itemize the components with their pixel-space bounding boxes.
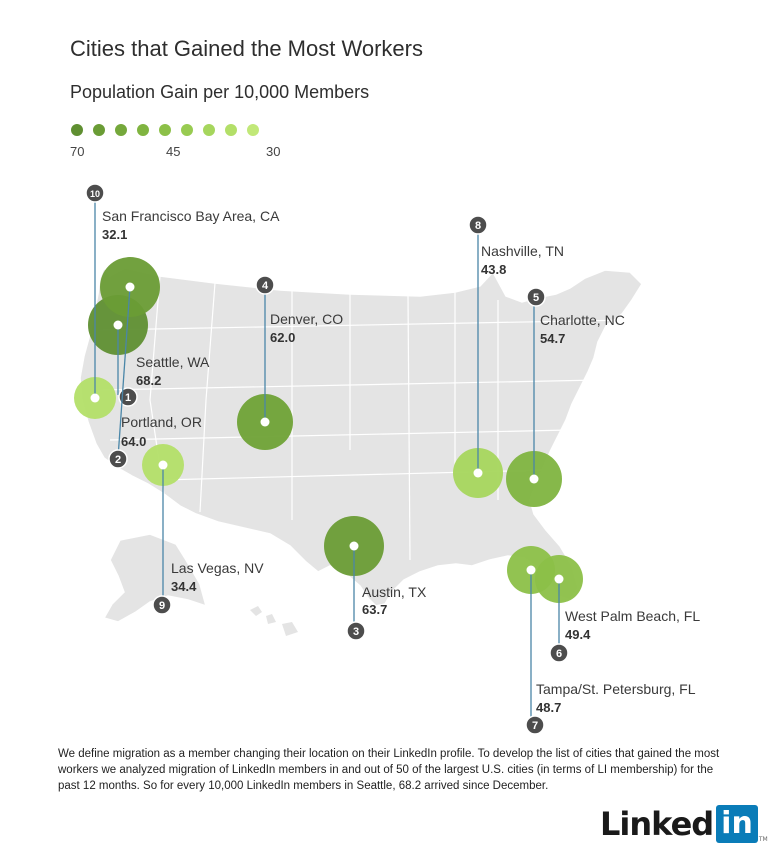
- rank-badge: [346, 621, 366, 641]
- city-center-dot: [526, 565, 536, 575]
- city-name-label: Tampa/St. Petersburg, FL: [536, 681, 696, 697]
- city-name-label: Austin, TX: [362, 584, 427, 600]
- city-center-dot: [125, 282, 135, 292]
- logo-wordmark: Linked: [600, 805, 714, 843]
- rank-badge-number: 7: [532, 720, 538, 732]
- city-marker: 4: [237, 275, 293, 450]
- alaska: [102, 533, 208, 623]
- us-landmass: [79, 266, 643, 636]
- rank-badge: [525, 715, 545, 735]
- city-name-label: Las Vegas, NV: [171, 560, 264, 576]
- legend-scale: [71, 124, 259, 136]
- rank-badge-number: 1: [125, 392, 131, 404]
- rank-badge-number: 4: [262, 280, 269, 292]
- legend-dot: [71, 124, 83, 136]
- rank-badge: [549, 643, 569, 663]
- city-value-label: 63.7: [362, 602, 388, 617]
- city-marker: 7: [507, 546, 555, 735]
- legend-dot: [225, 124, 237, 136]
- city-value-label: 54.7: [540, 331, 566, 346]
- city-marker: 9: [142, 444, 184, 615]
- city-value-label: 62.0: [270, 330, 296, 345]
- legend-dot: [203, 124, 215, 136]
- page-title: Cities that Gained the Most Workers: [70, 36, 423, 61]
- legend-dot: [159, 124, 171, 136]
- city-name-label: San Francisco Bay Area, CA: [102, 208, 280, 224]
- leader-line: [117, 286, 131, 459]
- city-marker: 2: [100, 257, 160, 469]
- hawaii: [250, 606, 298, 636]
- us-map: 1 2 3 4 5 6 7 8 9 10: [74, 183, 643, 735]
- rank-badge-number: 10: [90, 189, 100, 199]
- legend-label-low: 30: [266, 144, 281, 159]
- city-value-label: 48.7: [536, 700, 562, 715]
- legend-label-high: 70: [70, 144, 85, 159]
- linkedin-logo: Linked in TM: [600, 805, 768, 843]
- city-name-label: Charlotte, NC: [540, 312, 625, 328]
- city-center-dot: [473, 468, 483, 478]
- rank-badge: [108, 449, 128, 469]
- rank-badge: [85, 183, 105, 203]
- city-marker: 3: [324, 516, 384, 641]
- legend-dot: [181, 124, 193, 136]
- city-value-label: 43.8: [481, 262, 507, 277]
- city-center-dot: [113, 320, 123, 330]
- logo-in-box: in: [716, 805, 758, 843]
- city-center-dot: [349, 541, 359, 551]
- city-name-label: Seattle, WA: [136, 354, 210, 370]
- rank-badge-number: 2: [115, 454, 121, 466]
- rank-badge: [255, 275, 275, 295]
- legend-dot: [247, 124, 259, 136]
- rank-badge: [526, 287, 546, 307]
- city-value-label: 68.2: [136, 373, 162, 388]
- city-center-dot: [554, 574, 564, 584]
- city-marker: 10: [74, 183, 116, 419]
- map-subtitle: Population Gain per 10,000 Members: [70, 82, 370, 102]
- city-value-label: 49.4: [565, 627, 591, 642]
- legend-dot: [115, 124, 127, 136]
- city-name-label: Portland, OR: [121, 414, 202, 430]
- city-center-dot: [158, 460, 168, 470]
- rank-badge: [152, 595, 172, 615]
- footnote: We define migration as a member changing…: [58, 748, 720, 792]
- city-name-label: Denver, CO: [270, 311, 344, 327]
- rank-badge-number: 6: [556, 648, 562, 660]
- city-marker: 8: [453, 215, 503, 498]
- city-center-dot: [90, 393, 100, 403]
- legend-dot: [93, 124, 105, 136]
- rank-badge-number: 3: [353, 626, 359, 638]
- rank-badge-number: 8: [475, 220, 481, 232]
- city-markers: 1 2 3 4 5 6 7 8 9 10: [74, 183, 583, 735]
- rank-badge-number: 5: [533, 292, 539, 304]
- city-value-label: 64.0: [121, 434, 147, 449]
- city-name-label: West Palm Beach, FL: [565, 608, 701, 624]
- rank-badge: [118, 387, 138, 407]
- city-value-label: 34.4: [171, 579, 197, 594]
- logo-trademark: TM: [758, 836, 768, 843]
- legend-dot: [137, 124, 149, 136]
- legend-label-mid: 45: [166, 144, 181, 159]
- rank-badge-number: 9: [159, 600, 165, 612]
- city-center-dot: [529, 474, 539, 484]
- city-value-label: 32.1: [102, 227, 128, 242]
- rank-badge: [468, 215, 488, 235]
- city-center-dot: [260, 417, 270, 427]
- city-name-label: Nashville, TN: [481, 243, 564, 259]
- city-marker: 5: [506, 287, 562, 507]
